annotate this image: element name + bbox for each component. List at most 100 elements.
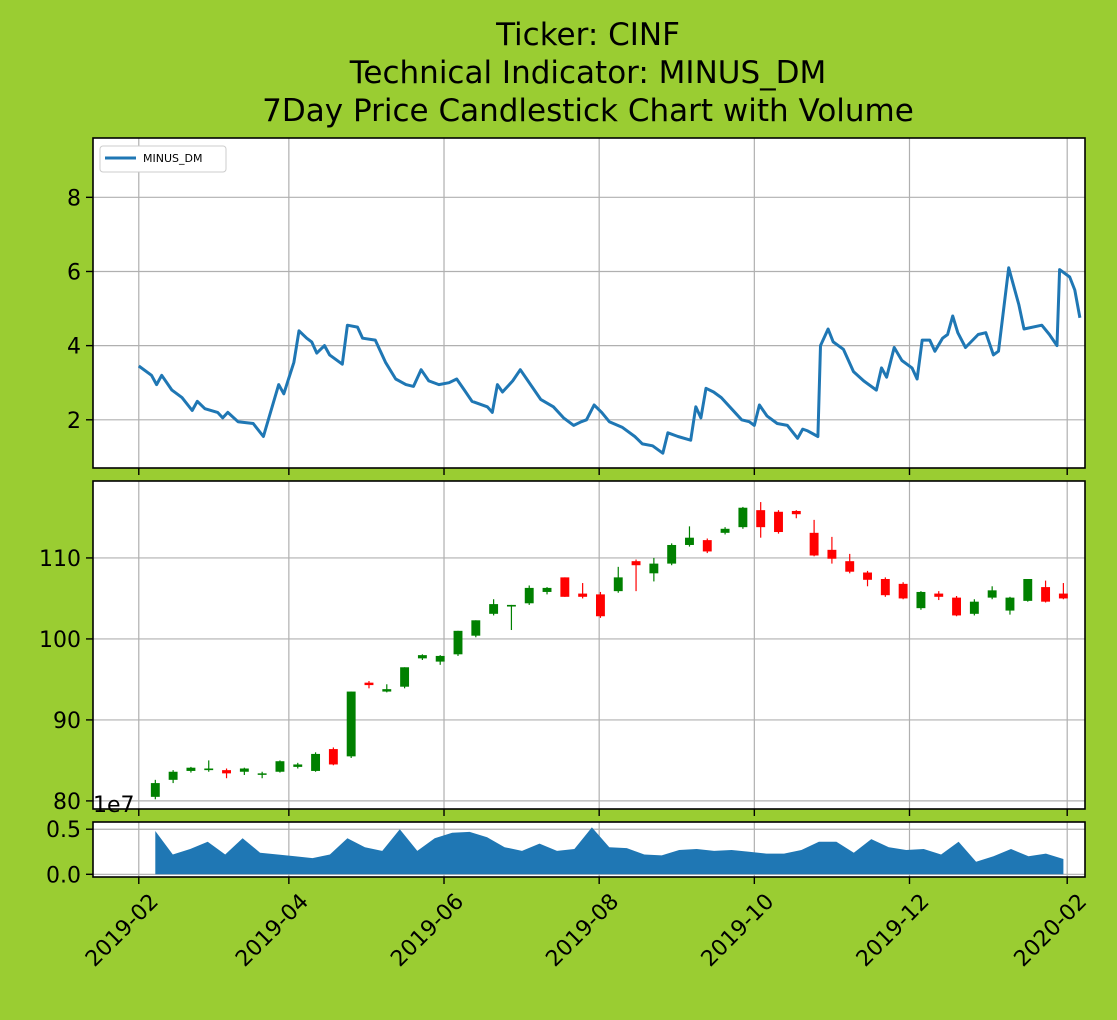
candle [257, 771, 267, 779]
candle [186, 766, 196, 773]
candle-body [382, 689, 392, 692]
candle [239, 767, 249, 775]
candle [1058, 583, 1068, 600]
y-tick-label: 0.0 [46, 863, 81, 888]
candle-body [720, 528, 730, 533]
candle-body [1041, 587, 1051, 602]
candle [328, 747, 338, 766]
candle [275, 760, 285, 773]
candle [987, 586, 997, 600]
candle [222, 768, 231, 779]
candle [756, 502, 766, 538]
candle [400, 667, 410, 689]
candle [880, 577, 890, 597]
candle-body [667, 544, 677, 564]
volume-scale-label: 1e7 [93, 793, 135, 818]
candle [738, 506, 748, 529]
y-tick-label: 80 [53, 790, 81, 815]
price-frame [92, 480, 1086, 810]
candle-body [275, 761, 285, 772]
y-tick-label: 110 [39, 547, 81, 572]
candle-body [471, 620, 481, 636]
candle [168, 770, 178, 784]
candle-body [257, 773, 267, 775]
candle-body [774, 511, 783, 533]
legend-box [99, 145, 227, 173]
candle-body [524, 587, 534, 604]
price-panel: 80 90 100 110 [39, 480, 1086, 816]
candle-body [1023, 578, 1033, 601]
minus-dm-y-axis: 2 4 6 8 [67, 186, 93, 434]
title-line-1: Ticker: CINF [495, 17, 680, 53]
candle [346, 691, 356, 758]
candle [311, 752, 321, 772]
candle-body [1058, 593, 1068, 599]
candle [293, 762, 303, 769]
candle-body [400, 667, 410, 687]
candle [613, 566, 623, 593]
candle [791, 510, 801, 519]
candle [1005, 596, 1015, 615]
candle [827, 536, 837, 564]
candle-body [578, 593, 588, 597]
candle [969, 599, 979, 616]
candle [702, 538, 712, 554]
y-tick-label: 2 [67, 409, 81, 434]
candle [1041, 580, 1051, 603]
candle-body [293, 764, 303, 767]
price-y-axis: 80 90 100 110 [39, 547, 93, 815]
candle [542, 587, 552, 595]
minus-dm-frame [92, 137, 1086, 469]
candle [524, 585, 534, 605]
candle [898, 582, 908, 600]
price-x-ticks [138, 809, 1068, 816]
candle [489, 599, 499, 616]
candle-body [150, 783, 160, 797]
candle [150, 779, 160, 800]
minus-dm-grid [93, 138, 1085, 468]
candle-body [934, 593, 944, 597]
candle [774, 510, 783, 534]
candle-body [435, 655, 445, 662]
candle-body [364, 682, 374, 686]
legend: MINUS_DM [99, 145, 227, 173]
candle-body [845, 561, 855, 572]
candle-body [756, 510, 766, 528]
candle-body [791, 510, 801, 515]
candle [845, 553, 855, 574]
price-plot-area [93, 481, 1085, 809]
candle-body [649, 563, 659, 574]
volume-area [155, 827, 1064, 875]
candle-body [453, 630, 463, 655]
y-tick-label: 8 [67, 186, 81, 211]
candle [863, 570, 872, 587]
candle-body [168, 771, 178, 780]
candle-body [489, 604, 499, 614]
candle-body [631, 561, 641, 566]
candle [952, 596, 961, 617]
candle [631, 559, 641, 592]
candle-body [239, 768, 249, 772]
candle [649, 557, 659, 582]
volume-y-axis: 0.0 0.5 [46, 818, 93, 888]
candle-body [827, 549, 837, 559]
legend-label: MINUS_DM [143, 152, 202, 165]
candle-body [417, 655, 427, 659]
candle-body [222, 770, 231, 774]
candle-body [506, 604, 516, 607]
candle [809, 519, 819, 557]
minus-dm-plot-area [93, 138, 1085, 468]
candle [364, 681, 374, 689]
candle [685, 526, 694, 547]
candle [560, 577, 570, 597]
candle-body [328, 749, 338, 765]
candle-body [346, 691, 356, 757]
candle-body [542, 587, 552, 592]
minus-dm-x-ticks [138, 468, 1068, 475]
candle-body [916, 591, 926, 609]
candle [435, 655, 445, 665]
title-line-3: 7Day Price Candlestick Chart with Volume [262, 93, 914, 129]
y-tick-label: 6 [67, 260, 81, 285]
candle [382, 684, 392, 693]
candle [667, 543, 677, 566]
